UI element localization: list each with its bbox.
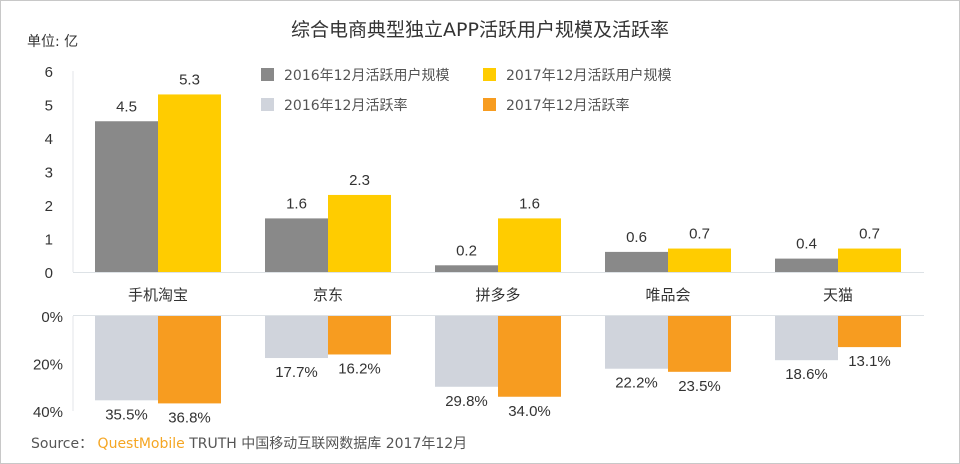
bottom-bar-2016 (605, 316, 668, 369)
bottom-bar-2017 (838, 316, 901, 348)
legend-swatch-2016-rate (261, 98, 274, 111)
top-bar-2017 (158, 94, 221, 272)
top-y-tick-label: 5 (45, 98, 53, 115)
top-bar-value-label: 0.7 (689, 226, 710, 243)
bottom-bar-value-label: 18.6% (785, 366, 828, 383)
top-bar-value-label: 4.5 (116, 98, 137, 115)
bottom-bar-2016 (95, 316, 158, 401)
top-bar-2017 (838, 248, 901, 272)
top-bar-2017 (668, 248, 731, 272)
bottom-bar-2017 (158, 316, 221, 404)
legend-label: 2017年12月活跃用户规模 (506, 68, 672, 84)
top-y-tick-label: 4 (45, 131, 53, 148)
bottom-bar-2017 (328, 316, 391, 355)
chart-title: 综合电商典型独立APP活跃用户规模及活跃率 (291, 19, 669, 41)
source-prefix: Source： (31, 436, 94, 452)
top-bar-2016 (435, 265, 498, 272)
legend-item-2017-users: 2017年12月活跃用户规模 (483, 65, 671, 85)
legend-swatch-2017-users (483, 68, 496, 81)
bottom-bar-2017 (668, 316, 731, 372)
bottom-y-tick-label: 20% (33, 357, 63, 374)
category-label: 拼多多 (475, 287, 520, 304)
top-bar-value-label: 0.6 (626, 229, 647, 246)
top-bar-value-label: 1.6 (286, 195, 307, 212)
bottom-bar-value-label: 17.7% (275, 364, 318, 381)
category-label: 京东 (313, 287, 343, 304)
bottom-bar-value-label: 29.8% (445, 393, 488, 410)
bottom-bar-value-label: 16.2% (338, 360, 381, 377)
top-bar-2017 (498, 218, 561, 272)
bottom-bar-2016 (265, 316, 328, 359)
bottom-bar-2017 (498, 316, 561, 397)
top-y-tick-label: 0 (45, 265, 53, 282)
bottom-y-tick-label: 0% (41, 309, 63, 326)
top-y-tick-label: 2 (45, 198, 53, 215)
legend-swatch-2017-rate (483, 98, 496, 111)
category-label: 天猫 (823, 287, 853, 304)
top-bar-2017 (328, 194, 391, 272)
top-bar-value-label: 1.6 (519, 195, 540, 212)
top-y-tick-label: 6 (45, 64, 53, 81)
legend-label: 2016年12月活跃用户规模 (284, 68, 450, 84)
legend-item-2016-rate: 2016年12月活跃率 (261, 95, 407, 115)
bottom-bar-value-label: 34.0% (508, 403, 551, 420)
bottom-bar-value-label: 22.2% (615, 375, 658, 392)
top-bar-2016 (605, 251, 668, 272)
bottom-bar-value-label: 36.8% (168, 409, 211, 426)
source-brand: QuestMobile (97, 436, 185, 452)
top-bar-value-label: 0.4 (796, 236, 817, 253)
top-bar-value-label: 0.7 (859, 226, 880, 243)
top-bar-value-label: 2.3 (349, 172, 370, 189)
top-y-tick-label: 3 (45, 165, 53, 182)
legend-label: 2016年12月活跃率 (284, 98, 408, 114)
bottom-bar-value-label: 35.5% (105, 406, 148, 423)
top-bar-value-label: 0.2 (456, 242, 477, 259)
top-bar-2016 (95, 121, 158, 272)
category-label: 唯品会 (645, 287, 690, 304)
bottom-bar-value-label: 23.5% (678, 378, 721, 395)
top-bar-value-label: 5.3 (179, 71, 200, 88)
top-bar-2016 (775, 258, 838, 272)
bottom-bar-value-label: 13.1% (848, 353, 891, 370)
bottom-bar-2016 (775, 316, 838, 361)
source-text: TRUTH 中国移动互联网数据库 2017年12月 (189, 436, 468, 452)
unit-label: 单位: 亿 (27, 34, 79, 50)
bottom-bar-2016 (435, 316, 498, 387)
legend-label: 2017年12月活跃率 (506, 98, 630, 114)
legend-item-2017-rate: 2017年12月活跃率 (483, 95, 629, 115)
legend-item-2016-users: 2016年12月活跃用户规模 (261, 65, 449, 85)
top-y-tick-label: 1 (45, 232, 53, 249)
source-note: Source： QuestMobile TRUTH 中国移动互联网数据库 201… (31, 433, 467, 453)
top-bar-2016 (265, 218, 328, 272)
legend-swatch-2016-users (261, 68, 274, 81)
bottom-y-tick-label: 40% (33, 404, 63, 421)
category-label: 手机淘宝 (128, 287, 188, 304)
